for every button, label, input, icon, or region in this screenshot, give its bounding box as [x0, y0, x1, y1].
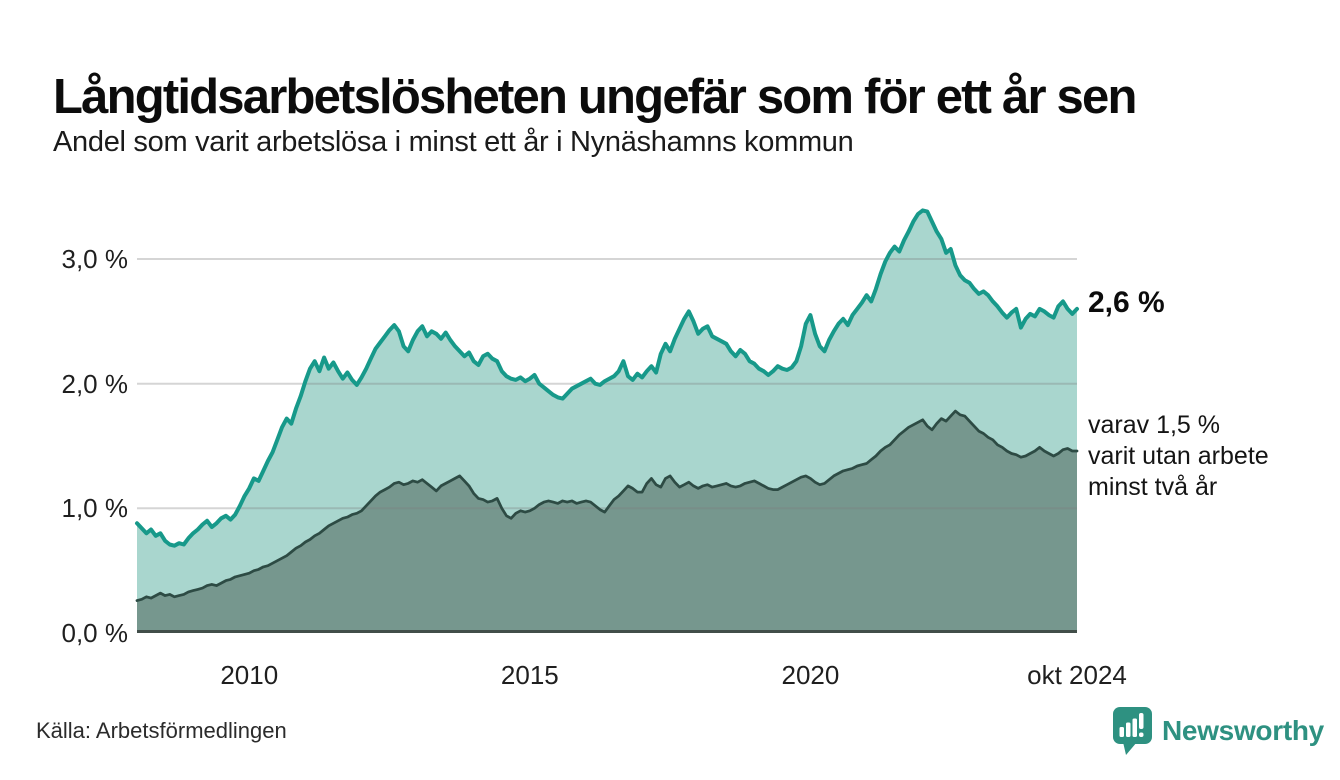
y-tick-label: 1,0 % — [61, 493, 129, 524]
latest-value-label: 2,6 % — [1088, 286, 1165, 319]
secondary-annotation-line: minst två år — [1088, 473, 1218, 501]
x-tick-label: 2015 — [500, 660, 559, 690]
x-tick-label: 2010 — [220, 660, 279, 690]
secondary-series-annotation: varav 1,5 % varit utan arbete minst två … — [1088, 410, 1269, 503]
secondary-annotation-line: varav 1,5 % — [1088, 411, 1221, 439]
page-title: Långtidsarbetslösheten ungefär som för e… — [53, 69, 1137, 124]
source-credit: Källa: Arbetsförmedlingen — [36, 718, 287, 743]
newsworthy-wordmark: Newsworthy — [1162, 715, 1324, 746]
secondary-annotation-line: varit utan arbete — [1088, 442, 1269, 470]
newsworthy-logo: Newsworthy — [1112, 706, 1324, 756]
y-tick-label: 2,0 % — [61, 368, 129, 399]
x-tick-label: okt 2024 — [1027, 660, 1127, 690]
line-one-year — [135, 208, 1079, 548]
area-chart — [135, 208, 1079, 633]
x-tick-label: 2020 — [781, 660, 840, 690]
area-fill-two-years — [137, 411, 1077, 633]
y-tick-label: 0,0 % — [61, 618, 129, 648]
newsworthy-logo-icon — [1113, 707, 1152, 755]
line-two-years — [135, 409, 1079, 602]
page-subtitle: Andel som varit arbetslösa i minst ett å… — [53, 126, 854, 158]
y-tick-label: 3,0 % — [61, 244, 129, 275]
